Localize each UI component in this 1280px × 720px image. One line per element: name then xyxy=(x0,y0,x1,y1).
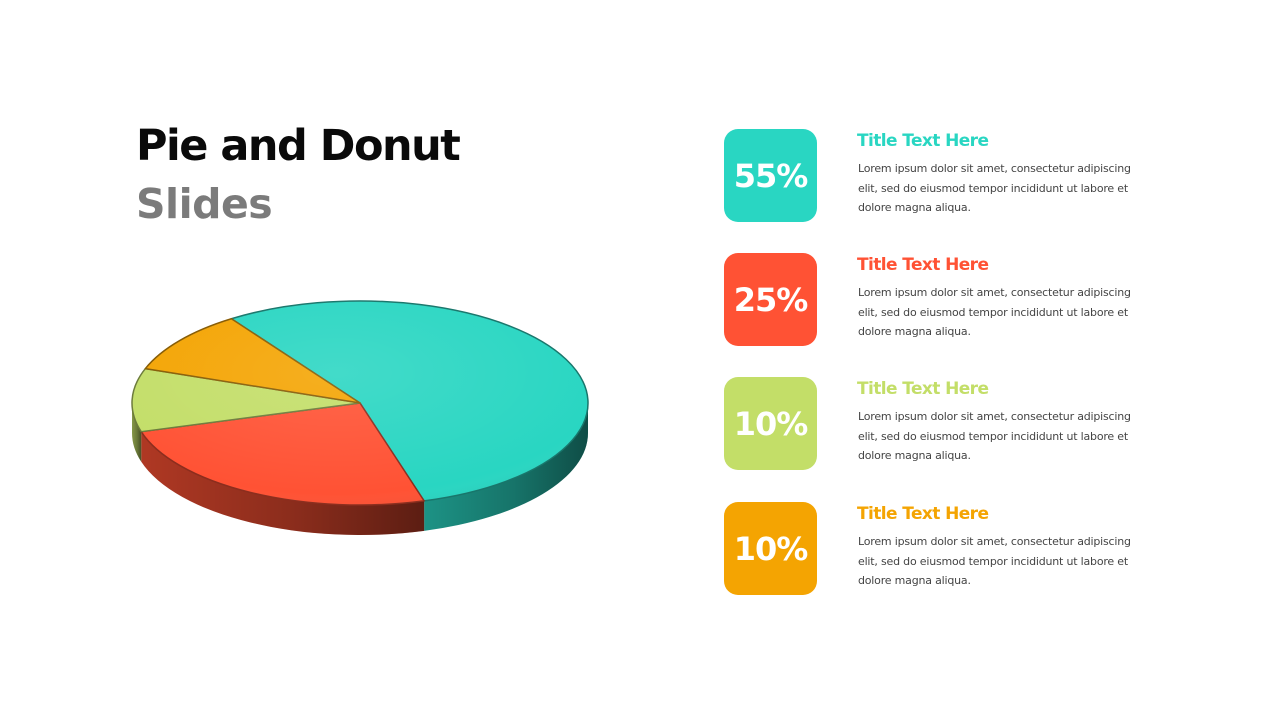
item-title: Title Text Here xyxy=(857,255,989,275)
percent-box: 10% xyxy=(724,377,817,470)
percent-box: 10% xyxy=(724,502,817,595)
item-description: Lorem ipsum dolor sit amet, consectetur … xyxy=(858,286,1131,338)
slide-subtitle: Slides xyxy=(136,180,273,228)
legend-item-4: 10% Title Text Here Lorem ipsum dolor si… xyxy=(724,502,1164,596)
item-title: Title Text Here xyxy=(857,131,989,151)
pie-chart xyxy=(131,300,589,535)
percent-box: 25% xyxy=(724,253,817,346)
pie-top-highlight xyxy=(132,301,588,505)
pie-side-shade-1 xyxy=(424,403,588,531)
title-block: Pie and Donut Slides xyxy=(136,118,461,232)
percent-box: 55% xyxy=(724,129,817,222)
item-description: Lorem ipsum dolor sit amet, consectetur … xyxy=(858,162,1131,214)
item-description: Lorem ipsum dolor sit amet, consectetur … xyxy=(858,535,1131,587)
slide-title: Pie and Donut xyxy=(136,121,461,171)
item-title: Title Text Here xyxy=(857,504,989,524)
pie-side-shade-2 xyxy=(141,431,425,535)
item-description: Lorem ipsum dolor sit amet, consectetur … xyxy=(858,410,1131,462)
legend-item-3: 10% Title Text Here Lorem ipsum dolor si… xyxy=(724,377,1164,471)
legend-item-2: 25% Title Text Here Lorem ipsum dolor si… xyxy=(724,253,1164,347)
legend-item-1: 55% Title Text Here Lorem ipsum dolor si… xyxy=(724,129,1164,223)
item-title: Title Text Here xyxy=(857,379,989,399)
